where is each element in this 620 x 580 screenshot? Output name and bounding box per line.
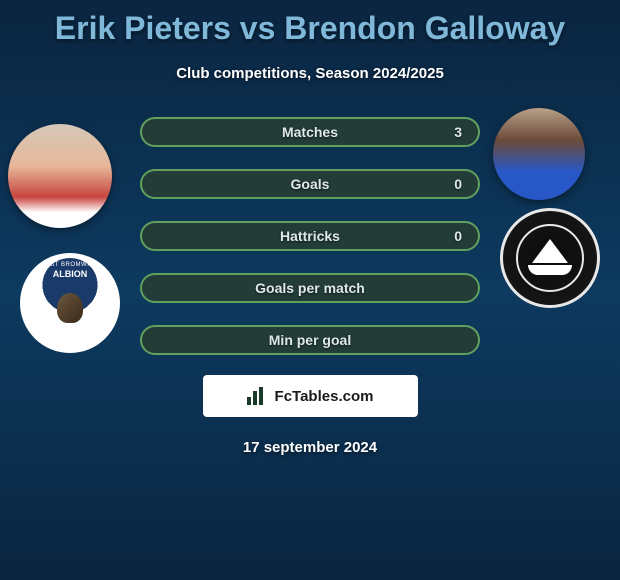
stat-label: Hattricks: [280, 228, 340, 244]
badge-left-text: ALBION: [53, 269, 88, 279]
stat-row-hattricks: Hattricks 0: [140, 221, 480, 251]
stat-row-matches: Matches 3: [140, 117, 480, 147]
club-left-badge: EST BROMWIC ALBION: [20, 253, 120, 353]
stat-label: Goals per match: [255, 280, 365, 296]
player-left-avatar: [8, 124, 112, 228]
plymouth-crest: [516, 224, 584, 292]
club-right-badge: [500, 208, 600, 308]
stat-label: Min per goal: [269, 332, 351, 348]
player-right-avatar: [493, 108, 585, 200]
stat-label: Goals: [291, 176, 330, 192]
stat-value: 3: [454, 124, 462, 140]
stat-row-min-per-goal: Min per goal: [140, 325, 480, 355]
bar-chart-icon: [247, 387, 269, 405]
subtitle: Club competitions, Season 2024/2025: [0, 65, 620, 82]
branding-text: FcTables.com: [275, 388, 374, 405]
stat-value: 0: [454, 176, 462, 192]
stat-row-goals: Goals 0: [140, 169, 480, 199]
stat-label: Matches: [282, 124, 338, 140]
ship-icon: [528, 239, 572, 277]
page-title: Erik Pieters vs Brendon Galloway: [0, 0, 620, 47]
branding-box[interactable]: FcTables.com: [203, 375, 418, 417]
albion-crest: EST BROMWIC ALBION: [34, 258, 106, 348]
badge-left-subtext: EST BROMWIC: [46, 262, 94, 268]
stat-value: 0: [454, 228, 462, 244]
throstle-icon: [57, 293, 83, 323]
stat-row-goals-per-match: Goals per match: [140, 273, 480, 303]
date-text: 17 september 2024: [0, 439, 620, 456]
